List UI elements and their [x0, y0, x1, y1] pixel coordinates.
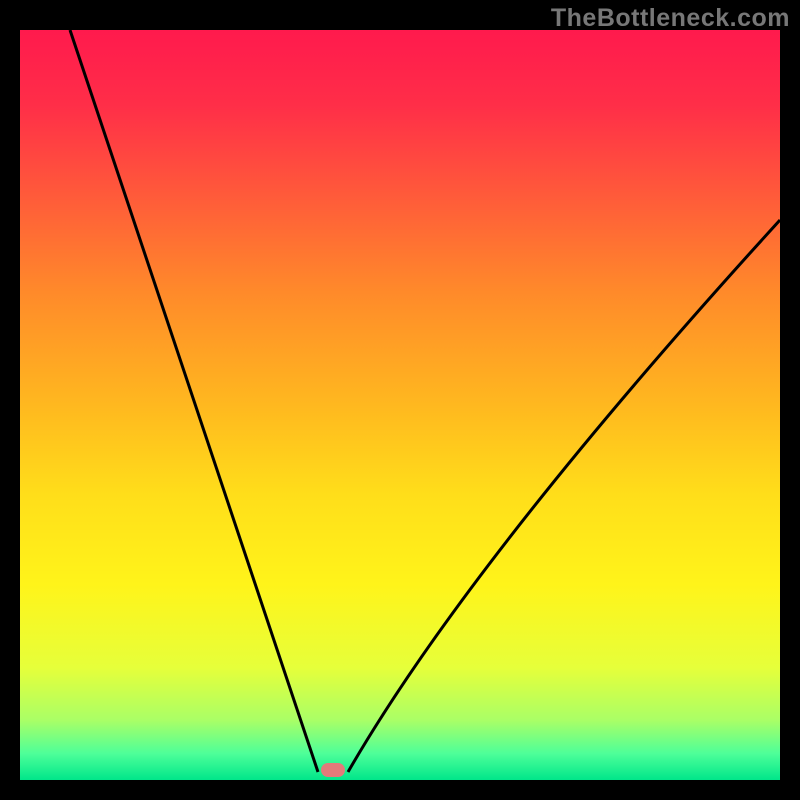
bottleneck-chart: [0, 0, 800, 800]
gradient-panel: [20, 30, 780, 780]
sweet-spot-marker: [321, 763, 345, 777]
watermark-text: TheBottleneck.com: [551, 4, 790, 33]
chart-frame: TheBottleneck.com: [0, 0, 800, 800]
